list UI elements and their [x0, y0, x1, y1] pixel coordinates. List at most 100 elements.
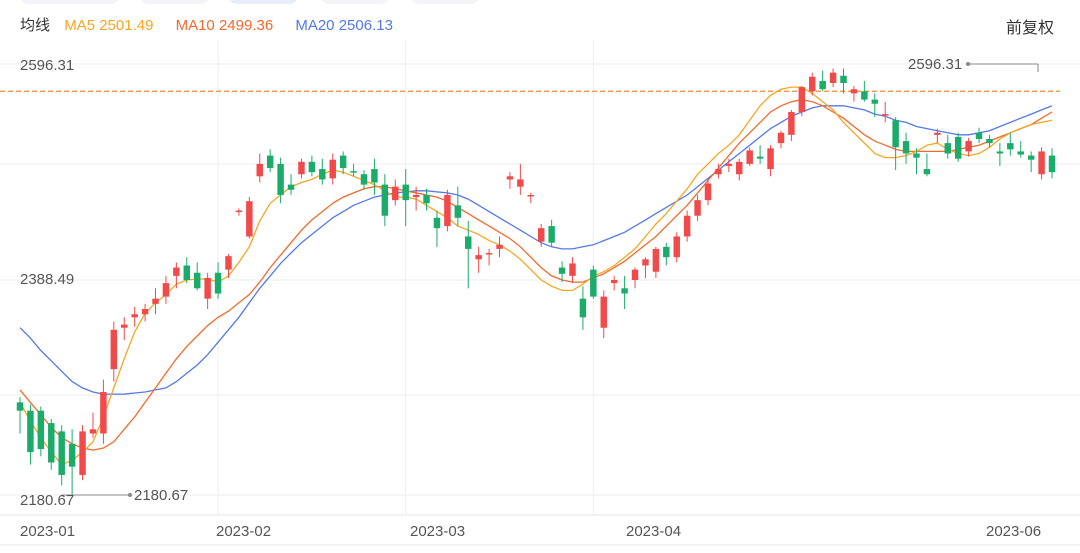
candle-up — [569, 263, 576, 276]
y-tick-label: 2388.49 — [20, 271, 74, 288]
candle-up — [100, 391, 107, 434]
candle-down — [454, 205, 462, 218]
candle-down — [1048, 155, 1056, 173]
ma-legend: 均线 MA5 2501.49 MA10 2499.36 MA20 2506.13 — [20, 14, 411, 35]
x-tick-label: 2023-06 — [986, 523, 1041, 540]
top-tab-strip — [0, 0, 600, 4]
candle-down — [871, 99, 879, 104]
candle-up — [162, 283, 170, 297]
candle-down — [892, 120, 899, 148]
tab-placeholder-active[interactable] — [228, 0, 298, 4]
candle-up — [246, 201, 253, 237]
candle-up — [829, 72, 837, 83]
tab-placeholder[interactable] — [410, 0, 480, 4]
candle-up — [881, 114, 889, 116]
candle-down — [1017, 151, 1024, 155]
x-tick-label: 2023-03 — [410, 523, 465, 540]
candle-down — [819, 80, 826, 90]
candle-up — [131, 314, 138, 318]
candles — [16, 68, 1056, 495]
candle-down — [902, 141, 910, 154]
y-tick-label: 2596.31 — [20, 57, 74, 74]
candle-down — [402, 184, 409, 201]
candle-down — [214, 272, 222, 294]
candle-down — [621, 288, 628, 294]
max-value-label: 2596.31 — [908, 56, 962, 73]
candle-down — [68, 443, 76, 467]
candle-down — [1007, 143, 1014, 150]
candle-down — [579, 298, 587, 318]
candle-down — [350, 171, 357, 173]
candle-up — [798, 87, 806, 113]
candle-up — [610, 280, 618, 284]
candle-up — [235, 210, 243, 213]
candle-up — [642, 259, 649, 266]
adjustment-toggle[interactable]: 前复权 — [1005, 20, 1054, 37]
candle-up — [715, 169, 722, 175]
candle-down — [423, 194, 430, 204]
candle-up — [631, 269, 639, 281]
ma5-line — [19, 86, 1053, 466]
candle-down — [548, 226, 555, 243]
x-tick-label: 2023-04 — [626, 523, 681, 540]
candle-up — [527, 194, 535, 197]
candle-up — [673, 236, 680, 258]
candle-down — [339, 155, 347, 169]
axes: 2596.31 2388.49 2023-01 2023-02 2023-03 2023-… — [0, 57, 1060, 540]
candle-up — [110, 329, 118, 370]
candle-up — [496, 244, 503, 249]
candle-down — [996, 151, 1004, 154]
candle-up — [736, 161, 743, 175]
candle-up — [412, 194, 420, 198]
ma10-line — [19, 98, 1053, 451]
candle-up — [173, 267, 180, 276]
candle-up — [444, 194, 451, 227]
candle-up — [506, 176, 514, 180]
candle-down — [975, 132, 983, 139]
candle-up — [298, 161, 305, 175]
min-pointer-dot — [128, 493, 132, 497]
x-tick-label: 2023-01 — [20, 523, 75, 540]
candle-down — [590, 269, 597, 297]
candle-up — [746, 150, 753, 164]
candle-up — [694, 200, 701, 216]
max-pointer-dot — [966, 62, 970, 66]
legend-ma20: MA20 2506.13 — [295, 17, 393, 34]
tab-placeholder[interactable] — [20, 0, 120, 4]
candle-up — [652, 248, 660, 272]
moving-averages — [19, 86, 1053, 466]
candle-up — [329, 159, 336, 179]
candle-down — [37, 410, 45, 450]
tab-placeholder[interactable] — [320, 0, 390, 4]
grid — [0, 40, 1080, 546]
candle-up — [517, 179, 524, 187]
candle-up — [965, 141, 972, 152]
candle-down — [913, 153, 920, 158]
candle-down — [923, 169, 931, 175]
tab-placeholder[interactable] — [140, 0, 210, 4]
candle-down — [319, 169, 326, 180]
candle-up — [152, 298, 159, 304]
candle-down — [944, 143, 951, 154]
candle-down — [756, 156, 764, 159]
candle-down — [954, 136, 962, 159]
candle-down — [277, 163, 284, 195]
candle-up — [809, 76, 816, 92]
candle-up — [475, 255, 482, 260]
candle-down — [193, 272, 201, 289]
candle-up — [256, 163, 263, 177]
candle-down — [27, 410, 34, 453]
candle-down — [465, 236, 472, 249]
candle-up — [1038, 151, 1045, 175]
candle-up — [777, 132, 785, 144]
candle-down — [183, 265, 191, 281]
legend-title[interactable]: 均线 — [20, 17, 51, 34]
candle-down — [58, 431, 65, 475]
candle-up — [788, 112, 795, 135]
y-min-label: 2180.67 — [20, 492, 74, 509]
candle-up — [600, 296, 607, 328]
candle-up — [767, 148, 774, 170]
candle-down — [663, 246, 670, 258]
x-tick-label: 2023-02 — [216, 523, 271, 540]
